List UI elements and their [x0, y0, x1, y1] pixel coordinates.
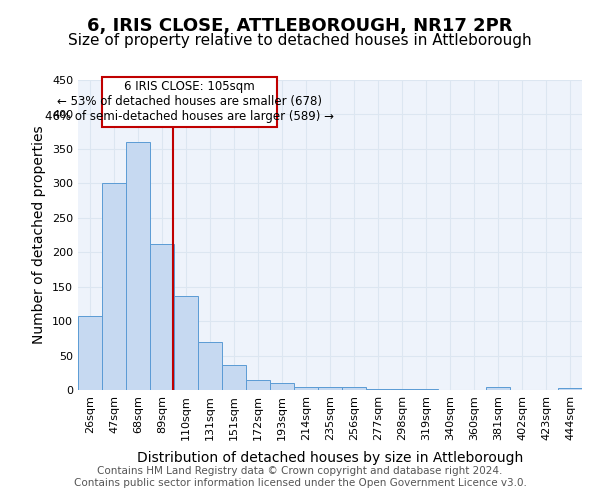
Bar — [246, 380, 270, 390]
Text: Size of property relative to detached houses in Attleborough: Size of property relative to detached ho… — [68, 32, 532, 48]
Bar — [486, 386, 510, 390]
Bar — [126, 142, 150, 390]
Bar — [342, 386, 366, 390]
Bar — [558, 388, 582, 390]
Bar — [150, 244, 174, 390]
Bar — [390, 388, 414, 390]
Text: 6 IRIS CLOSE: 105sqm
← 53% of detached houses are smaller (678)
46% of semi-deta: 6 IRIS CLOSE: 105sqm ← 53% of detached h… — [46, 80, 334, 123]
Bar — [198, 342, 222, 390]
Text: 6, IRIS CLOSE, ATTLEBOROUGH, NR17 2PR: 6, IRIS CLOSE, ATTLEBOROUGH, NR17 2PR — [87, 18, 513, 36]
Bar — [414, 388, 438, 390]
Bar — [78, 316, 102, 390]
Bar — [318, 386, 342, 390]
Bar — [270, 383, 294, 390]
Bar — [222, 364, 246, 390]
Text: Contains HM Land Registry data © Crown copyright and database right 2024.
Contai: Contains HM Land Registry data © Crown c… — [74, 466, 526, 487]
Y-axis label: Number of detached properties: Number of detached properties — [32, 126, 46, 344]
Bar — [174, 296, 198, 390]
Bar — [366, 388, 390, 390]
Bar — [102, 184, 126, 390]
FancyBboxPatch shape — [103, 76, 277, 127]
X-axis label: Distribution of detached houses by size in Attleborough: Distribution of detached houses by size … — [137, 451, 523, 465]
Bar — [294, 386, 318, 390]
